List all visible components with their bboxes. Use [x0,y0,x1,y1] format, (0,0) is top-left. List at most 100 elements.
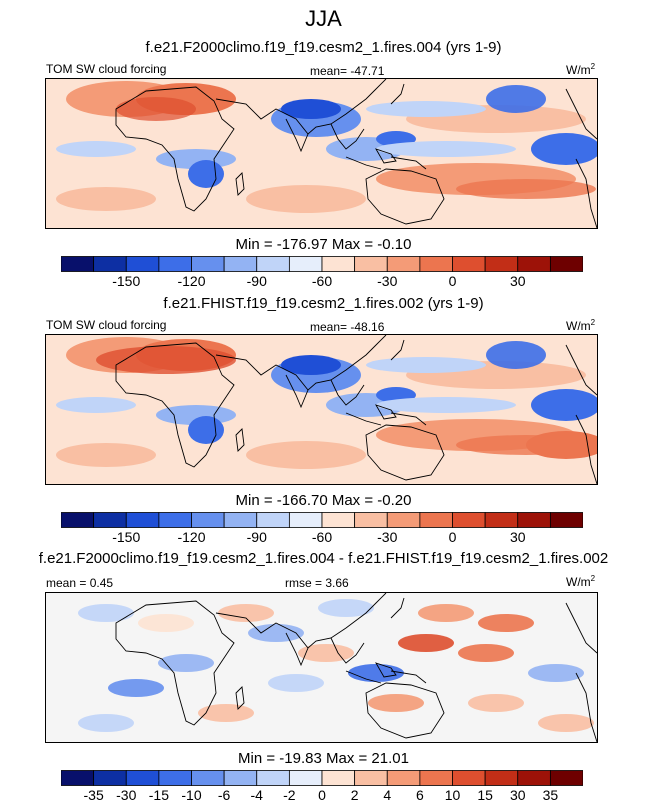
field-contour [478,614,534,632]
panel-2-units: W/m2 [566,319,595,334]
africa-coastline [115,600,235,726]
panel-2-units-base: W/m [566,319,591,333]
panel-2-run-title: f.e21.FHIST.f19_f19.cesm2_1.fires.002 (y… [163,295,484,312]
colorbar-box [61,256,95,272]
australia-coastline [365,168,445,225]
central-america-coastline [565,602,597,654]
field-contour [188,160,224,188]
field-contour [246,185,366,213]
panel-1-colorbar-svg [61,256,583,272]
field-contour [78,714,134,732]
colorbar-box [386,770,421,786]
colorbar-tick-label: 2 [350,787,359,803]
colorbar-tick-label: -10 [181,787,202,803]
panel-1-run-title: f.e21.F2000climo.f19_f19.cesm2_1.fires.0… [145,39,502,56]
panel-2-map [45,334,598,485]
field-contour [56,443,156,467]
field-contour [468,694,524,712]
panel-3-colorbar [61,770,583,786]
colorbar-box [158,256,192,272]
colorbar-tick-label: -120 [177,273,206,289]
colorbar-box [517,256,551,272]
field-contour [398,634,454,652]
borneo-coastline [375,662,397,678]
colorbar-box [386,256,421,272]
colorbar-box [158,770,192,786]
madagascar-coastline [235,686,245,710]
field-contour [368,694,424,712]
colorbar-box [321,770,356,786]
panel-1-map-svg [46,79,597,228]
field-contour [366,357,486,373]
field-contour [456,179,596,199]
colorbar-tick-label: 15 [477,787,493,803]
colorbar-tick-label: 10 [444,787,461,803]
borneo-coastline [375,148,397,164]
colorbar-tick-label: 30 [509,529,526,545]
central-america-coastline [565,344,597,396]
field-contour [486,341,546,369]
madagascar-coastline [235,428,245,452]
field-contour [138,614,194,632]
colorbar-tick-label: -60 [311,529,333,545]
australia-coastline [365,682,445,739]
south-america-coastline [575,158,597,228]
colorbar-box [256,770,290,786]
field-contour [486,85,546,113]
colorbar-box [223,256,258,272]
colorbar-tick-label: -6 [217,787,231,803]
new-guinea-coastline [390,156,427,170]
field-contour [376,397,516,413]
panel-1-units-base: W/m [566,63,591,77]
colorbar-box [93,770,127,786]
africa-coastline [115,86,235,212]
panel-3-units-exp: 2 [590,574,596,583]
central-america-coastline [565,88,597,140]
colorbar-box [158,512,192,528]
main-title: JJA [305,6,342,31]
colorbar-box [288,256,323,272]
colorbar-box [517,512,551,528]
field-contour [56,187,156,211]
panel-2-variable-label: TOM SW cloud forcing [46,318,167,332]
field-contour [198,704,254,722]
colorbar-box [288,770,323,786]
colorbar-box [549,512,583,528]
colorbar-box [191,256,225,272]
field-contour [218,604,274,622]
colorbar-box [419,256,453,272]
field-contour [281,99,341,119]
colorbar-tick-label: 30 [509,273,526,289]
field-contour [366,101,486,117]
field-contour [108,679,164,697]
field-contour [531,389,597,421]
colorbar-box [288,512,323,528]
india-coastline [285,118,309,153]
panel-3-minmax: Min = -19.83 Max = 21.01 [238,750,409,767]
asia-coastline [215,79,387,135]
colorbar-box [223,512,258,528]
indonesia-coastline [345,412,382,426]
colorbar-box [452,512,486,528]
panel-1-units-exp: 2 [590,62,596,71]
field-contour [418,604,474,622]
field-contour [268,674,324,692]
field-contour [246,441,366,469]
colorbar-box [256,256,290,272]
panel-2-colorbar-ticks: -150 -120 -90 -60 -30 0 30 [61,529,583,547]
colorbar-box [191,770,225,786]
field-contour [298,644,354,662]
colorbar-tick-label: -90 [246,273,267,289]
colorbar-box [93,512,127,528]
field-contour [56,397,136,413]
colorbar-box [452,770,486,786]
colorbar-box [223,770,258,786]
colorbar-tick-label: -30 [377,529,398,545]
se-asia-coastline [330,637,365,664]
colorbar-box [517,770,551,786]
colorbar-tick-label: -150 [112,273,141,289]
se-asia-coastline [330,123,365,150]
field-contour [526,431,597,459]
colorbar-box [549,770,583,786]
colorbar-tick-label: 35 [542,787,559,803]
